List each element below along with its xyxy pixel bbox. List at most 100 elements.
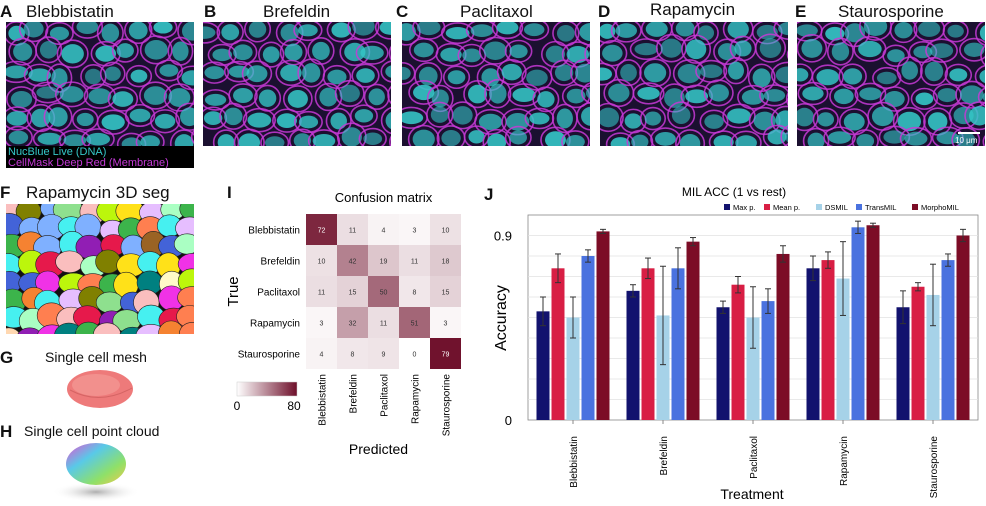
nucleus: [298, 115, 319, 129]
membrane-outline: [35, 36, 63, 64]
nucleus: [217, 134, 235, 146]
nucleus: [344, 42, 366, 62]
nucleus: [483, 41, 507, 60]
panel-label-g: G: [0, 348, 14, 367]
panel-title-f: Rapamycin 3D seg: [26, 183, 170, 202]
membrane-outline: [975, 22, 985, 46]
matrix-cell: [399, 214, 430, 245]
panel-title-e: Staurosporine: [838, 2, 944, 21]
bar: [941, 260, 955, 420]
membrane-outline: [944, 63, 973, 87]
membrane-outline: [600, 39, 628, 67]
bar: [716, 307, 730, 420]
nucleus: [36, 86, 60, 99]
nucleus: [953, 106, 974, 125]
legend-label: MorphoMIL: [921, 203, 959, 212]
membrane-outline: [802, 127, 830, 146]
nucleus: [430, 106, 449, 123]
panel-label-i: I: [227, 183, 232, 202]
nucleus: [441, 129, 461, 146]
nucleus: [418, 66, 438, 86]
membrane-outline: [759, 84, 788, 107]
membrane-outline: [124, 22, 153, 45]
matrix-cell: [337, 276, 368, 307]
membrane-outline: [347, 22, 380, 41]
nucleus: [734, 40, 752, 57]
nucleus: [319, 87, 338, 107]
membrane-outline: [632, 82, 665, 105]
nucleus: [445, 26, 470, 40]
nucleus: [979, 25, 985, 41]
membrane-outline: [964, 101, 985, 131]
nucleus: [704, 114, 724, 129]
nucleus: [956, 131, 976, 146]
nucleus: [778, 22, 788, 36]
bar: [956, 235, 970, 420]
membrane-outline: [626, 129, 654, 146]
cell-value: 51: [411, 321, 419, 328]
nucleus: [287, 89, 308, 108]
bar: [671, 268, 685, 420]
nucleus: [610, 137, 631, 146]
membrane-outline: [754, 33, 787, 63]
nucleus: [95, 45, 117, 62]
cell-value: 3: [320, 321, 324, 328]
nucleus: [280, 64, 302, 82]
nucleus: [526, 69, 548, 86]
membrane-outline: [675, 129, 706, 146]
membrane-outline: [260, 131, 290, 146]
nucleus: [203, 26, 216, 39]
nucleus: [130, 69, 148, 83]
nucleus: [654, 132, 676, 146]
x-tick-label: Staurosporine: [929, 436, 940, 499]
col-label: Rapamycin: [411, 374, 422, 424]
membrane-outline: [496, 59, 527, 86]
membrane-outline: [294, 110, 323, 134]
membrane-outline: [228, 39, 258, 65]
nucleus: [101, 23, 120, 43]
matrix-cell: [337, 214, 368, 245]
segmented-cell: [17, 327, 42, 334]
nucleus: [354, 109, 374, 123]
nucleus: [581, 106, 590, 126]
cell-value: 18: [442, 259, 450, 266]
nucleus: [566, 88, 586, 104]
nucleus: [753, 111, 776, 131]
matrix-cell: [306, 214, 337, 245]
nucleus: [59, 86, 84, 103]
panel-title-a: Blebbistatin: [26, 2, 114, 21]
nucleus: [775, 66, 788, 84]
membrane-outline: [838, 63, 867, 90]
membrane-outline: [977, 87, 985, 107]
nucleus: [825, 26, 845, 41]
membrane-outline: [615, 59, 642, 87]
matrix-cell: [306, 276, 337, 307]
membrane-outline: [699, 109, 729, 134]
nucleus: [615, 23, 638, 38]
membrane-outline: [942, 22, 969, 43]
nucleus: [947, 24, 964, 38]
nucleus: [462, 48, 482, 63]
bar: [656, 315, 670, 420]
membrane-outline: [896, 56, 923, 85]
nucleus: [634, 42, 658, 56]
nucleus: [204, 93, 227, 106]
legend-swatch: [912, 204, 918, 210]
legend-swatch: [764, 204, 770, 210]
x-axis-title: Predicted: [349, 441, 408, 457]
nucleus: [833, 88, 854, 105]
nucleus: [537, 91, 555, 108]
cell-value: 8: [351, 352, 355, 359]
nucleus: [817, 112, 835, 127]
nucleus: [797, 24, 818, 37]
segmented-cell: [178, 322, 194, 334]
matrix-cell: [430, 276, 461, 307]
nucleus: [624, 113, 642, 129]
segmented-cell: [6, 327, 21, 334]
nucleus: [10, 90, 33, 108]
nucleus: [767, 129, 787, 145]
nucleus: [644, 111, 662, 126]
membrane-outline: [139, 35, 173, 65]
membrane-outline: [125, 64, 153, 88]
nucleus: [467, 84, 488, 104]
